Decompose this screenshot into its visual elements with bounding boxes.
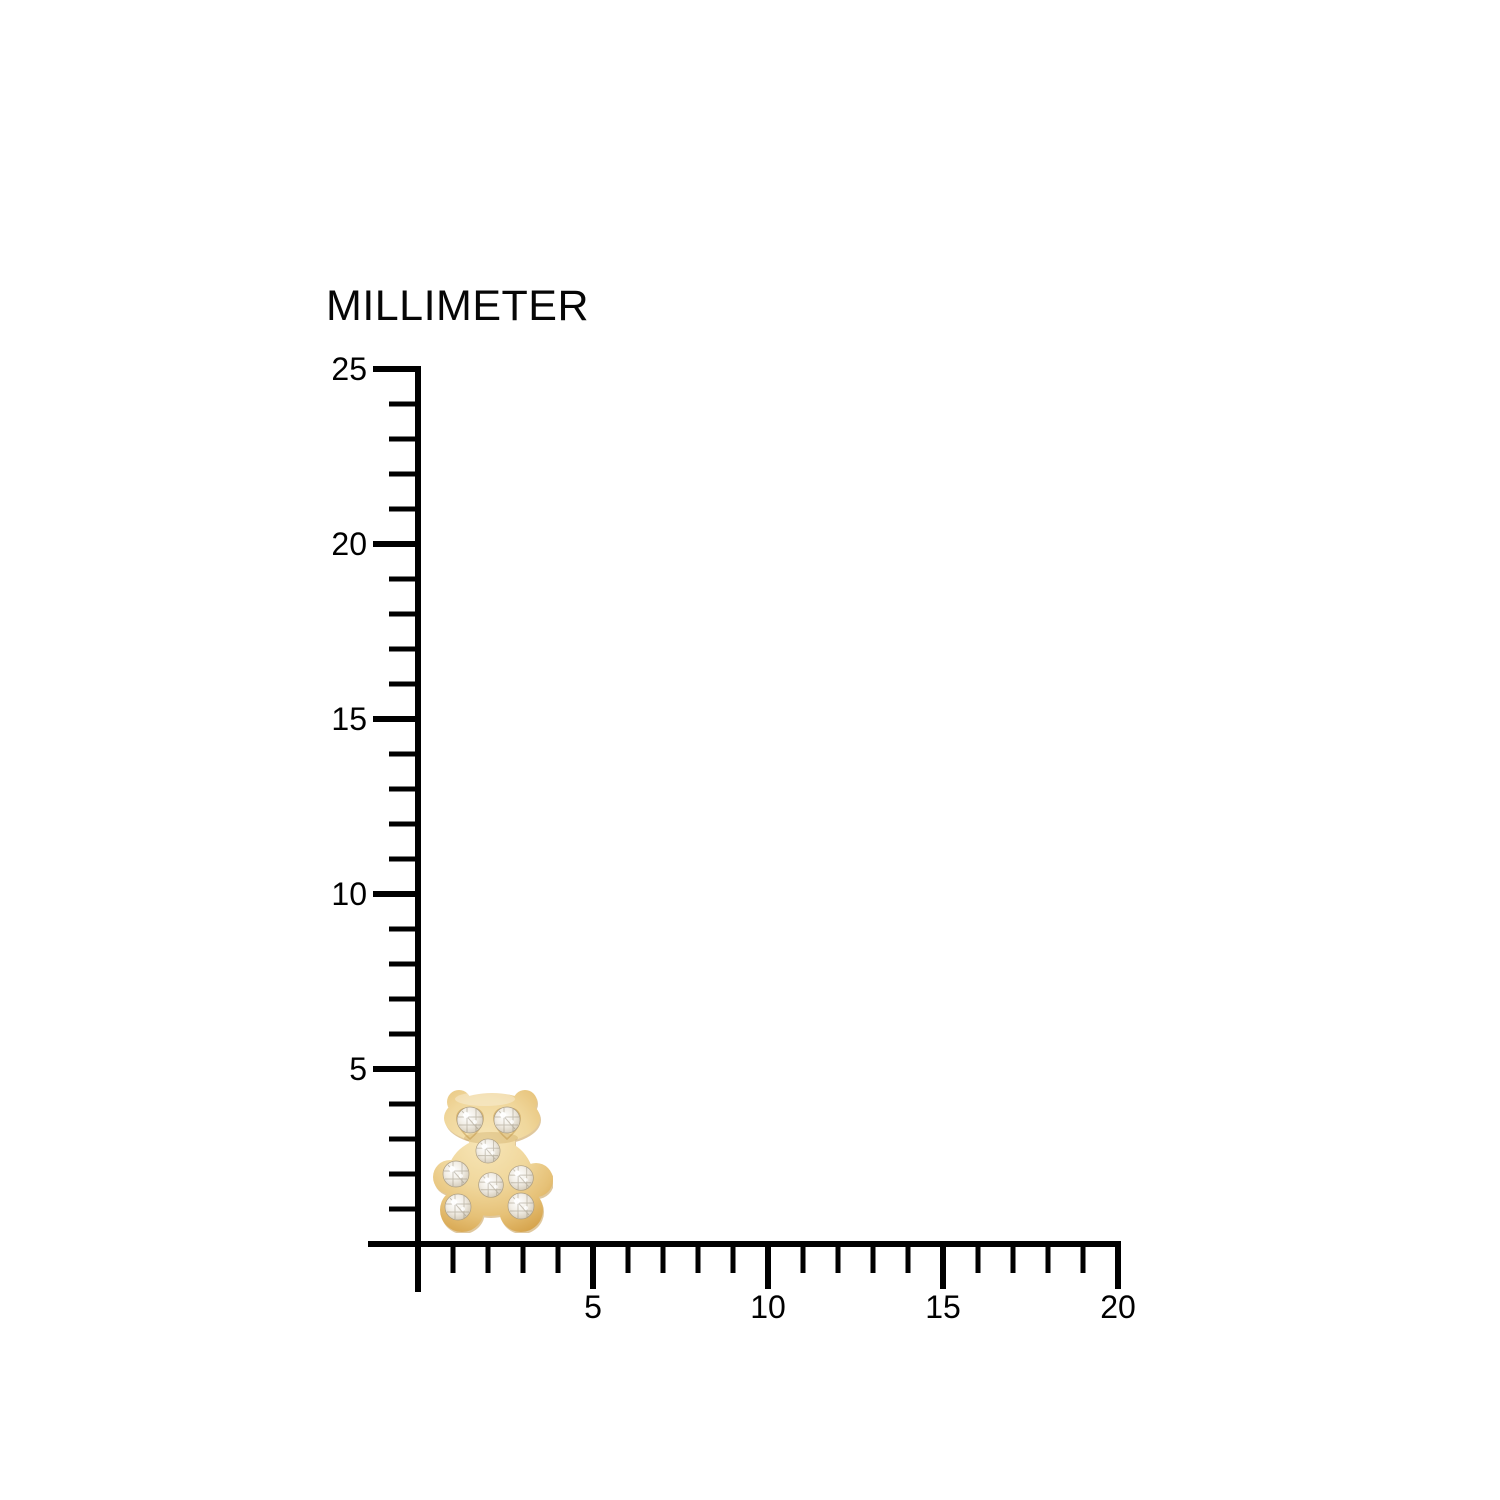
- x-axis-tick-label: 15: [925, 1289, 961, 1325]
- y-axis-tick-label: 5: [349, 1051, 367, 1087]
- gold-bear-earring-photo: [433, 1090, 553, 1233]
- x-axis-tick-label: 20: [1100, 1289, 1136, 1325]
- y-axis-tick-label: 15: [331, 701, 367, 737]
- crystal-left-eye: [456, 1106, 484, 1134]
- crystal-chest: [475, 1138, 501, 1164]
- crystal-left-leg: [444, 1193, 472, 1221]
- y-axis-tick-label: 20: [331, 526, 367, 562]
- crystal-left-arm: [442, 1160, 470, 1188]
- neck-shadow: [464, 1132, 518, 1144]
- crystal-right-eye: [493, 1106, 521, 1134]
- gold-highlight: [455, 1092, 515, 1106]
- y-axis-tick-label: 10: [331, 876, 367, 912]
- crystal-right-arm: [508, 1165, 534, 1191]
- x-axis-tick-label: 10: [750, 1289, 786, 1325]
- crystal-belly: [478, 1172, 504, 1198]
- bear-body-gold: [433, 1090, 553, 1233]
- ruler-unit-title: MILLIMETER: [326, 282, 590, 330]
- y-axis-tick-label: 25: [331, 351, 367, 387]
- x-axis-tick-label: 5: [584, 1289, 602, 1325]
- crystal-right-leg: [507, 1192, 535, 1220]
